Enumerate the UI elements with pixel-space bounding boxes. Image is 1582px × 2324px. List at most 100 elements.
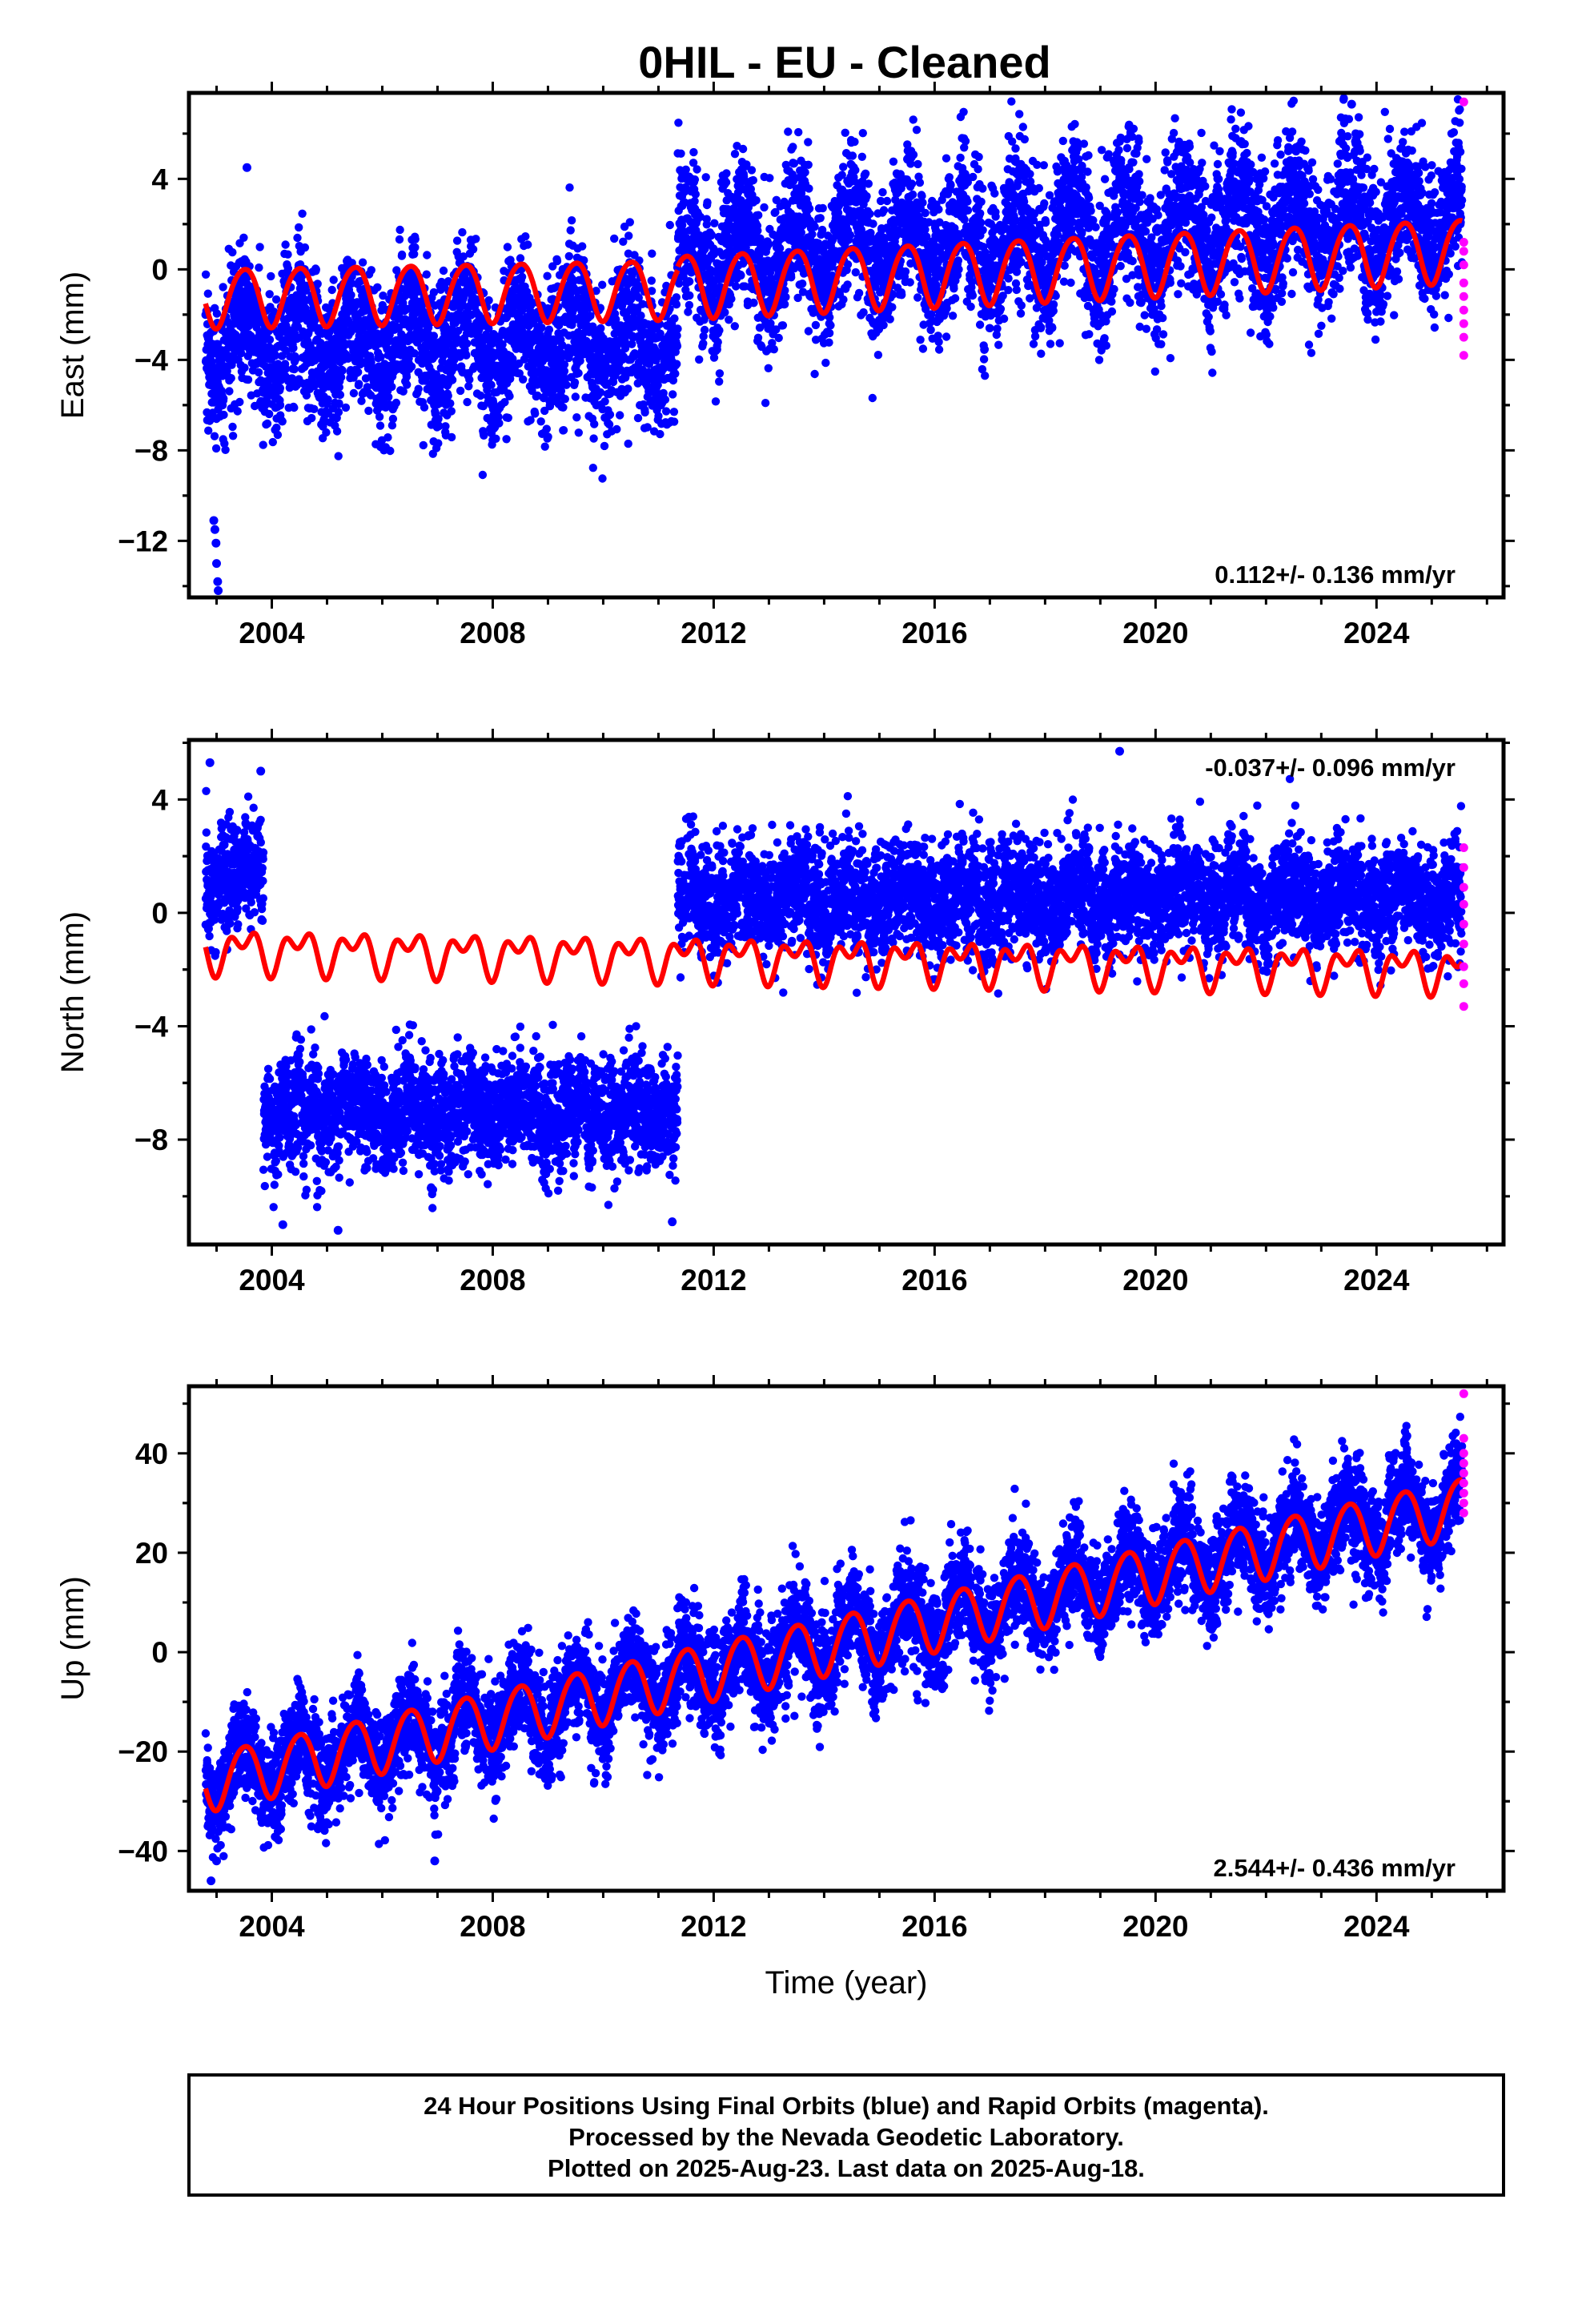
east-final-point — [625, 218, 634, 227]
east-final-point — [711, 397, 721, 406]
east-final-point — [966, 302, 975, 312]
east-final-point — [459, 252, 468, 261]
east-final-point — [905, 278, 914, 287]
east-final-point — [403, 380, 412, 389]
east-final-point — [630, 349, 639, 358]
east-final-point — [500, 398, 509, 407]
east-final-point — [784, 127, 793, 136]
east-final-point — [916, 336, 925, 344]
east-final-point — [628, 340, 636, 348]
east-final-point — [543, 353, 552, 362]
east-final-point — [281, 364, 291, 373]
east-final-point — [361, 374, 371, 383]
east-final-point — [446, 399, 455, 408]
east-final-point — [775, 243, 785, 253]
east-final-point — [441, 422, 450, 431]
east-final-point — [559, 403, 568, 412]
east-final-point — [730, 150, 740, 159]
east-final-point — [411, 243, 420, 252]
east-final-point — [544, 325, 554, 334]
east-final-point — [516, 254, 525, 263]
east-final-point — [765, 239, 773, 249]
east-final-point — [589, 434, 598, 443]
east-final-point — [423, 251, 432, 259]
east-final-point — [283, 264, 293, 273]
east-final-point — [1036, 323, 1046, 332]
east-final-point — [674, 119, 683, 127]
east-final-point — [240, 364, 249, 372]
east-final-point — [942, 154, 951, 163]
east-final-point — [946, 180, 955, 190]
east-final-point — [909, 151, 918, 159]
east-final-point — [221, 445, 230, 454]
east-final-point — [801, 168, 809, 177]
east-final-point — [410, 250, 419, 259]
east-final-point — [656, 429, 665, 439]
east-final-point — [275, 400, 285, 409]
east-final-point — [942, 332, 951, 341]
east-final-point — [411, 235, 420, 243]
east-final-point — [323, 395, 332, 404]
east-final-point — [334, 452, 343, 460]
east-final-point — [918, 344, 928, 353]
east-final-point — [302, 391, 311, 400]
east-final-point — [271, 351, 280, 360]
east-final-point — [624, 231, 633, 240]
east-final-point — [753, 333, 763, 342]
east-final-point — [990, 189, 999, 198]
east-final-point — [805, 204, 814, 213]
east-final-point — [672, 293, 681, 302]
east-final-point — [624, 439, 632, 448]
east-final-point — [338, 366, 347, 375]
east-final-point — [672, 300, 681, 309]
east-final-point — [722, 169, 731, 178]
east-final-point — [1004, 286, 1013, 295]
east-final-point — [673, 342, 682, 351]
east-final-point — [487, 380, 496, 389]
east-final-point — [515, 369, 524, 378]
east-final-point — [570, 378, 580, 387]
east-final-point — [552, 256, 562, 266]
east-final-point — [956, 153, 965, 163]
east-final-point — [420, 403, 429, 412]
east-final-point — [291, 355, 300, 364]
east-final-point — [289, 344, 298, 352]
east-final-point — [283, 250, 292, 259]
east-final-point — [963, 197, 972, 206]
east-final-point — [544, 432, 552, 441]
east-final-point — [845, 231, 855, 239]
east-final-point — [429, 287, 439, 297]
east-final-point — [979, 355, 989, 364]
east-final-point — [329, 275, 338, 284]
east-final-point — [435, 421, 444, 431]
east-final-point — [934, 345, 944, 354]
east-final-point — [429, 332, 439, 340]
east-final-point — [695, 355, 704, 364]
east-final-point — [476, 391, 485, 400]
east-final-point — [379, 292, 387, 300]
east-final-point — [458, 227, 467, 237]
east-final-point — [732, 282, 741, 291]
east-final-point — [980, 345, 990, 354]
east-final-point — [574, 428, 583, 437]
east-final-point — [961, 137, 970, 146]
east-final-point — [868, 393, 877, 403]
east-final-point — [373, 283, 382, 292]
east-final-point — [1015, 110, 1024, 119]
east-final-point — [861, 169, 870, 178]
east-final-point — [839, 163, 848, 171]
east-final-point — [727, 295, 736, 304]
east-final-point — [290, 403, 299, 412]
east-final-point — [1020, 135, 1030, 144]
east-final-point — [648, 249, 656, 258]
east-final-point — [986, 324, 994, 332]
east-final-point — [624, 384, 632, 393]
east-final-point — [204, 426, 213, 435]
east-final-point — [399, 387, 408, 396]
east-final-point — [804, 327, 813, 336]
east-final-point — [567, 216, 576, 225]
east-final-point — [721, 178, 731, 187]
east-final-point — [677, 149, 685, 158]
east-final-point — [1029, 340, 1038, 348]
east-final-point — [699, 339, 708, 348]
